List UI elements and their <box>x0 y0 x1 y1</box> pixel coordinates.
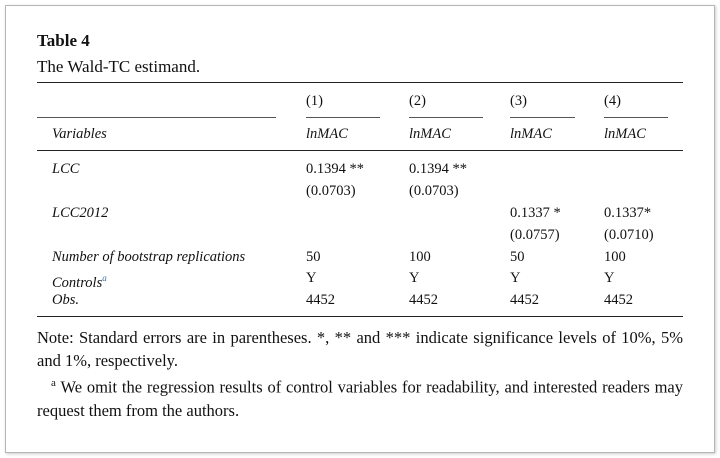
column-rule <box>306 117 380 118</box>
table-cell: Y <box>409 270 420 286</box>
row-label: Obs. <box>52 292 79 308</box>
table-cell: Y <box>306 270 317 286</box>
table-title: Table 4 <box>37 31 90 50</box>
table-cell: 0.1394 ** <box>409 161 467 177</box>
top-rule <box>37 82 683 83</box>
table-cell: (0.0757) <box>510 227 560 243</box>
row-label: Controlsa <box>52 273 107 291</box>
table-cell: 0.1337 * <box>510 205 561 221</box>
table-cell: 100 <box>604 249 626 265</box>
table-cell: 50 <box>510 249 525 265</box>
table-caption: The Wald-TC estimand. <box>37 57 201 76</box>
table-cell: (0.0703) <box>409 183 459 199</box>
column-number: (4) <box>604 93 621 109</box>
column-header: Variables <box>52 126 107 142</box>
column-header: lnMAC <box>604 126 646 142</box>
table-cell: 4452 <box>510 292 539 308</box>
table-footnote: a We omit the regression results of cont… <box>37 372 683 422</box>
row-label: LCC2012 <box>52 205 109 221</box>
table-cell: 4452 <box>409 292 438 308</box>
table-cell: 100 <box>409 249 431 265</box>
table-cell: (0.0710) <box>604 227 654 243</box>
table-cell: (0.0703) <box>306 183 356 199</box>
column-rule <box>409 117 483 118</box>
column-rule <box>604 117 668 118</box>
table-cell: 4452 <box>604 292 633 308</box>
table-cell: 0.1337* <box>604 205 652 221</box>
table-cell: Y <box>604 270 615 286</box>
column-rule <box>37 117 276 118</box>
footnote-text: We omit the regression results of contro… <box>37 377 684 420</box>
column-number: (3) <box>510 93 527 109</box>
row-label: Number of bootstrap replications <box>52 249 246 265</box>
column-header: lnMAC <box>306 126 348 142</box>
column-header: lnMAC <box>409 126 451 142</box>
row-label: LCC <box>52 161 80 177</box>
table-cell: 4452 <box>306 292 335 308</box>
table-cell: Y <box>510 270 521 286</box>
table-frame <box>5 5 715 453</box>
bottom-rule <box>37 316 683 317</box>
column-number: (1) <box>306 93 323 109</box>
table-cell: 0.1394 ** <box>306 161 364 177</box>
footnote-mark: a <box>51 377 56 389</box>
column-rule <box>510 117 575 118</box>
table-cell: 50 <box>306 249 321 265</box>
table-note: Note: Standard errors are in parentheses… <box>37 328 683 370</box>
column-number: (2) <box>409 93 426 109</box>
note-mark: a <box>102 273 107 283</box>
header-rule <box>37 150 683 151</box>
column-header: lnMAC <box>510 126 552 142</box>
